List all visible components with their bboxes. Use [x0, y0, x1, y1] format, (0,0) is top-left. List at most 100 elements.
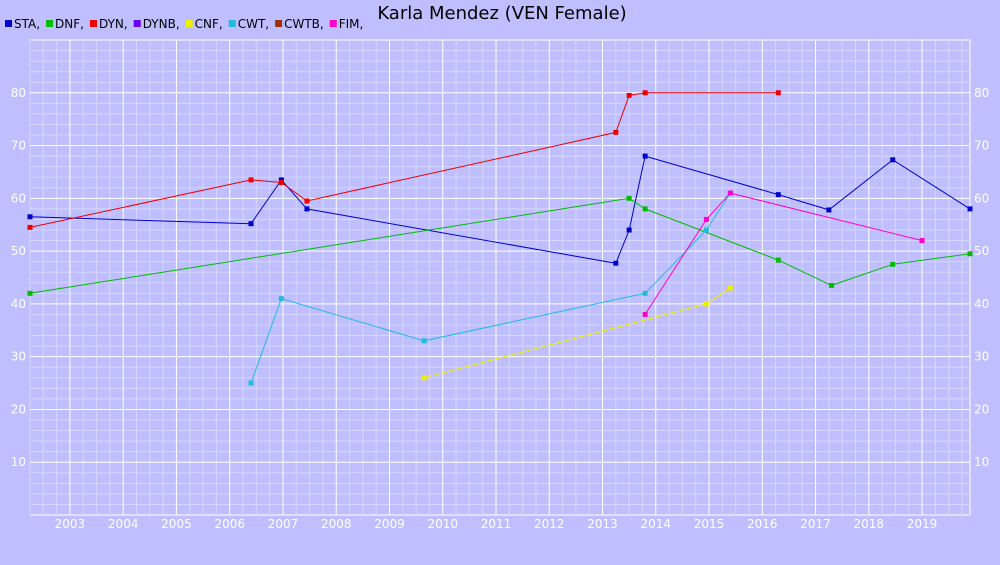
data-point — [626, 227, 632, 233]
data-point — [27, 290, 33, 296]
data-point — [775, 257, 781, 263]
series-line — [644, 192, 923, 315]
x-tick-label: 2010 — [427, 517, 458, 531]
data-point — [703, 227, 709, 233]
legend-label: DYNB, — [143, 17, 180, 31]
legend: STA, DNF, DYN, DYNB, CNF, CWT, CWTB, FIM, — [5, 17, 363, 31]
data-point — [642, 290, 648, 296]
data-point — [642, 311, 648, 317]
legend-label: DYN, — [99, 17, 128, 31]
y-tick-label-right: 60 — [974, 191, 989, 205]
legend-label: CWT, — [238, 17, 269, 31]
legend-label: STA, — [14, 17, 40, 31]
data-point — [967, 251, 973, 257]
data-point — [642, 153, 648, 159]
data-point — [626, 195, 632, 201]
series-cnf — [421, 285, 733, 381]
data-point — [278, 177, 284, 183]
grid — [29, 39, 971, 516]
data-point — [278, 296, 284, 302]
data-point — [421, 338, 427, 344]
legend-swatch — [133, 20, 141, 27]
y-tick-label-left: 50 — [11, 244, 26, 258]
data-point — [278, 180, 284, 185]
x-tick-label: 2013 — [587, 517, 618, 531]
x-tick-label: 2015 — [694, 517, 725, 531]
y-tick-label-right: 50 — [974, 244, 989, 258]
legend-label: CNF, — [195, 17, 223, 31]
series-sta — [27, 153, 973, 266]
y-tick-label-right: 40 — [974, 297, 989, 311]
data-point — [775, 192, 781, 198]
y-tick-label-right: 70 — [974, 139, 989, 153]
data-point — [613, 129, 619, 135]
data-point — [642, 206, 648, 212]
data-point — [890, 157, 896, 163]
x-tick-label: 2005 — [161, 517, 192, 531]
data-point — [703, 301, 709, 307]
legend-label: CWTB, — [284, 17, 324, 31]
legend-swatch — [185, 20, 193, 27]
legend-label: DNF, — [55, 17, 84, 31]
y-tick-label-right: 30 — [974, 350, 989, 364]
data-point — [304, 206, 310, 212]
data-point — [890, 261, 896, 267]
legend-swatch — [46, 20, 54, 27]
x-tick-label: 2008 — [321, 517, 352, 531]
series-dyn — [27, 90, 781, 230]
legend-swatch — [329, 20, 337, 27]
y-tick-label-left: 20 — [11, 402, 26, 416]
x-tick-label: 2012 — [534, 517, 565, 531]
series-fim — [642, 190, 925, 317]
x-tick-label: 2003 — [55, 517, 86, 531]
x-tick-label: 2018 — [854, 517, 885, 531]
data-point — [421, 375, 427, 381]
data-point — [626, 92, 632, 98]
x-tick-label: 2006 — [214, 517, 245, 531]
data-point — [775, 90, 781, 96]
y-tick-label-left: 40 — [11, 297, 26, 311]
legend-swatch — [89, 20, 97, 27]
data-point — [642, 90, 648, 96]
data-point — [304, 198, 310, 204]
y-tick-label-left: 70 — [11, 139, 26, 153]
x-tick-label: 2019 — [907, 517, 938, 531]
data-point — [27, 224, 33, 230]
legend-swatch — [228, 20, 236, 27]
x-tick-label: 2004 — [108, 517, 139, 531]
data-point — [703, 216, 709, 222]
legend-swatch — [275, 20, 283, 27]
x-tick-label: 2017 — [800, 517, 831, 531]
data-point — [248, 177, 254, 183]
series-line — [250, 192, 731, 384]
y-tick-label-left: 80 — [11, 86, 26, 100]
data-point — [727, 285, 733, 291]
y-tick-label-right: 80 — [974, 86, 989, 100]
axes: 10 10 20 20 30 30 40 40 50 50 60 60 70 70 80 80 2003 2004… — [11, 86, 990, 531]
data-point — [27, 214, 33, 220]
y-tick-label-left: 60 — [11, 191, 26, 205]
x-tick-label: 2016 — [747, 517, 778, 531]
y-tick-label-left: 10 — [11, 455, 26, 469]
x-tick-label: 2007 — [268, 517, 299, 531]
data-point — [248, 380, 254, 386]
legend-swatch — [5, 20, 12, 27]
series-line — [29, 92, 779, 228]
data-point — [919, 238, 925, 244]
data-point — [967, 206, 973, 212]
y-tick-label-right: 10 — [974, 455, 989, 469]
data-point — [613, 260, 619, 266]
series-dnf — [27, 195, 973, 296]
data-point — [727, 190, 733, 196]
series-lines — [27, 90, 973, 386]
data-point — [248, 221, 254, 227]
legend-label: FIM, — [339, 17, 364, 31]
y-tick-label-right: 20 — [974, 402, 989, 416]
chart-title: Karla Mendez (VEN Female) — [377, 3, 626, 24]
y-tick-label-left: 30 — [11, 350, 26, 364]
data-point — [826, 207, 832, 213]
data-point — [829, 282, 835, 288]
x-tick-label: 2011 — [481, 517, 512, 531]
